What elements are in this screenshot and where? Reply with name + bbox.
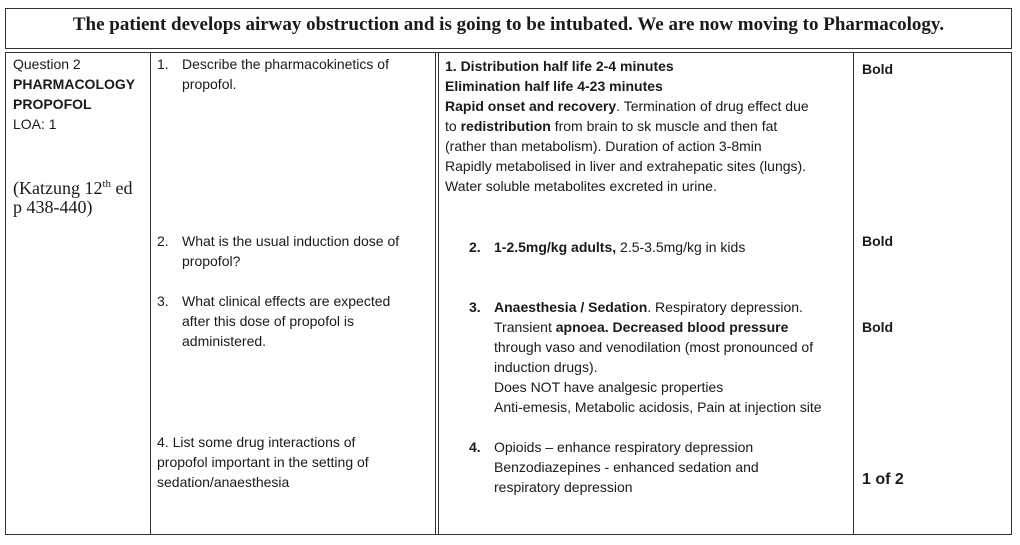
question-line: after this dose of propofol is — [182, 313, 354, 329]
answer-line: through vaso and venodilation (most pron… — [494, 339, 814, 355]
question-text: Describe the pharmacokinetics of propofol… — [182, 54, 389, 94]
mark-label: Bold — [862, 61, 894, 77]
question-text: What is the usual induction dose of propo… — [182, 231, 399, 271]
question-number: 2. — [157, 233, 169, 249]
answer-line: . — [604, 319, 613, 335]
answer-line: Rapidly metabolised in liver and extrahe… — [445, 158, 807, 174]
reference-text: (Katzung 12 — [13, 178, 103, 198]
question-line: propofol important in the setting of — [157, 454, 369, 470]
answer-emphasis: Anaesthesia / Sedation — [494, 299, 648, 315]
question-2: 2. What is the usual induction dose of pr… — [157, 231, 432, 275]
reference-line-2: p 438-440) — [13, 197, 93, 217]
answer-1: 1. Distribution half life 2-4 minutes El… — [445, 56, 850, 196]
answer-line: Does NOT have analgesic properties — [494, 379, 724, 395]
answer-number: 4. — [469, 439, 481, 455]
reference-text-end: ed — [111, 178, 133, 198]
topic-label: PHARMACOLOGY — [13, 76, 136, 92]
question-number: 3. — [157, 293, 169, 309]
column-divider — [853, 53, 854, 534]
loa-label: LOA: 1 — [13, 116, 57, 132]
answer-line: . Respiratory depression. — [647, 299, 803, 315]
answer-emphasis: redistribution — [460, 118, 551, 134]
answer-line: induction drugs). — [494, 359, 598, 375]
question-line: List some drug interactions of — [172, 434, 356, 450]
answer-line: 1. Distribution half life 2-4 minutes — [445, 58, 674, 74]
answer-line: (rather than metabolism). Duration of ac… — [445, 138, 762, 154]
answer-text: 1-2.5mg/kg adults, 2.5-3.5mg/kg in kids — [494, 237, 745, 257]
drug-label: PROPOFOL — [13, 96, 92, 112]
column-divider — [435, 53, 436, 534]
question-label: Question 2 — [13, 56, 81, 72]
question-4: 4. List some drug interactions of propof… — [157, 432, 432, 492]
answer-line: Benzodiazepines - enhanced sedation and — [494, 459, 759, 475]
answer-line: Opioids – enhance respiratory depression — [494, 439, 754, 455]
answer-emphasis: Rapid onset and recovery — [445, 98, 617, 114]
question-number: 1. — [157, 56, 169, 72]
question-text: What clinical effects are expected after … — [182, 291, 390, 351]
question-3: 3. What clinical effects are expected aft… — [157, 291, 432, 355]
answer-number: 2. — [469, 239, 481, 255]
answer-3: 3. Anaesthesia / Sedation. Respiratory d… — [469, 297, 849, 417]
question-line: sedation/anaesthesia — [157, 474, 290, 490]
question-1: 1. Describe the pharmacokinetics of propo… — [157, 54, 432, 98]
answer-emphasis: apnoea — [555, 319, 605, 335]
answer-line: . Termination of drug effect due — [616, 98, 809, 114]
answer-line: Elimination half life 4-23 minutes — [445, 78, 663, 94]
answer-line: Water soluble metabolites excreted in ur… — [445, 178, 717, 194]
header-title: The patient develops airway obstruction … — [72, 14, 945, 35]
answer-line: respiratory depression — [494, 479, 633, 495]
answer-number: 3. — [469, 299, 481, 315]
question-line: propofol. — [182, 76, 237, 92]
answer-line: Anti-emesis, Metabolic acidosis, Pain at… — [494, 399, 822, 415]
page-number: 1 of 2 — [862, 471, 904, 488]
answer-line: to — [445, 118, 461, 134]
column-divider — [438, 53, 439, 534]
answer-2: 2. 1-2.5mg/kg adults, 2.5-3.5mg/kg in ki… — [469, 237, 849, 259]
mark-label: Bold — [862, 233, 894, 249]
answer-line: 2.5-3.5mg/kg in kids — [616, 239, 746, 255]
question-line: administered. — [182, 333, 267, 349]
answer-emphasis: 1-2.5mg/kg adults, — [494, 239, 617, 255]
column-divider — [150, 53, 151, 534]
question-line: What is the usual induction dose of — [182, 233, 400, 249]
question-table: Question 2 PHARMACOLOGY PROPOFOL LOA: 1 … — [5, 52, 1012, 535]
question-number: 4. — [157, 434, 169, 450]
question-line: propofol? — [182, 253, 241, 269]
reference-superscript: th — [102, 178, 112, 190]
answer-line: from brain to sk muscle and then fat — [550, 118, 778, 134]
answer-text: Opioids – enhance respiratory depression… — [494, 437, 759, 497]
answer-text: Anaesthesia / Sedation. Respiratory depr… — [494, 297, 822, 417]
mark-label: Bold — [862, 319, 894, 335]
question-line: What clinical effects are expected — [182, 293, 391, 309]
answer-line: Transient — [494, 319, 556, 335]
answer-4: 4. Opioids – enhance respiratory depress… — [469, 437, 849, 501]
header-banner: The patient develops airway obstruction … — [5, 8, 1012, 49]
reference-line-1: (Katzung 12th ed — [13, 173, 133, 199]
answer-emphasis: Decreased blood pressure — [612, 319, 789, 335]
question-line: Describe the pharmacokinetics of — [182, 56, 389, 72]
